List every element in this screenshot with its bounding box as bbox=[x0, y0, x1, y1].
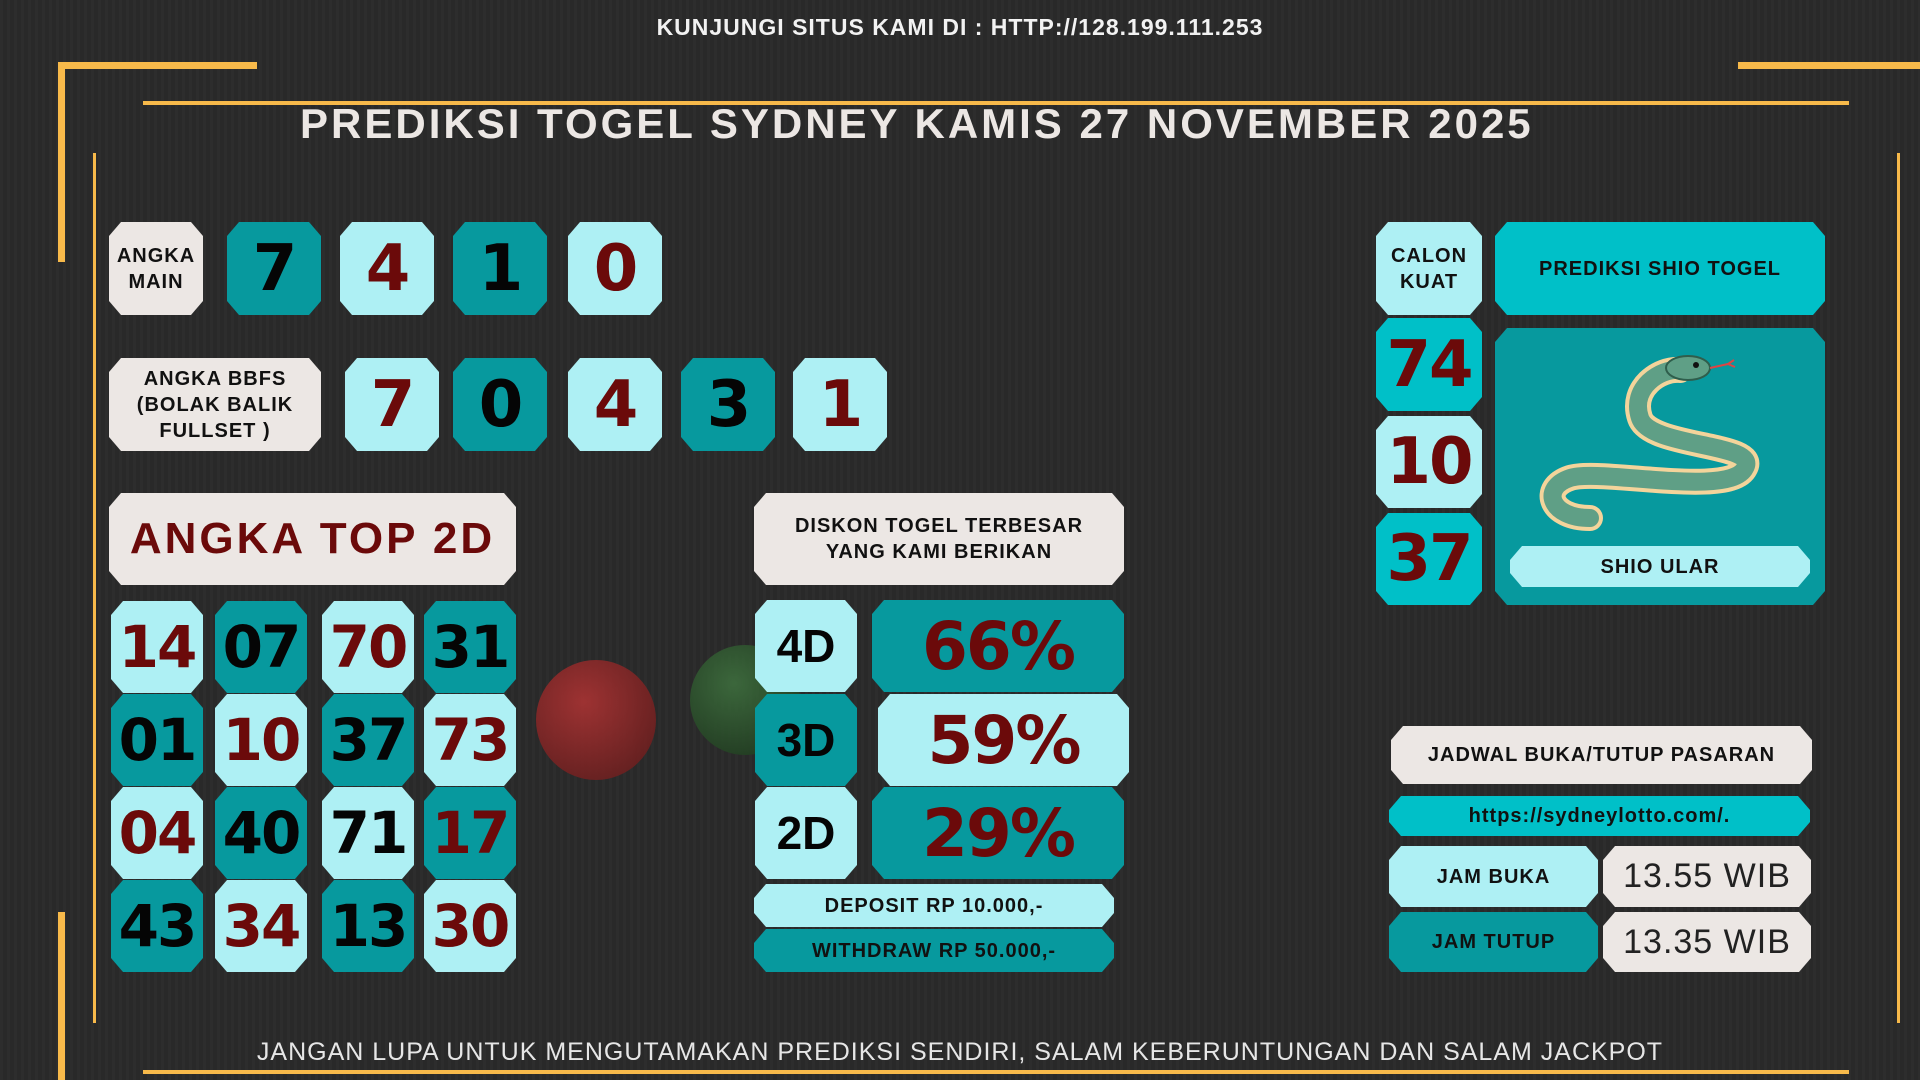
top-2d-number: 17 bbox=[424, 787, 516, 879]
frame-top-left-v bbox=[58, 62, 65, 262]
visit-site-text: KUNJUNGI SITUS KAMI DI : HTTP://128.199.… bbox=[656, 14, 1264, 40]
top-2d-number: 34 bbox=[215, 880, 307, 972]
frame-right-thin bbox=[1897, 153, 1900, 1023]
jadwal-label: JADWAL BUKA/TUTUP PASARAN bbox=[1391, 726, 1812, 784]
angka-main-number: 4 bbox=[340, 222, 434, 315]
top-2d-label: ANGKA TOP 2D bbox=[109, 493, 516, 585]
calon-kuat-number: 10 bbox=[1376, 416, 1482, 508]
snake-icon bbox=[1530, 348, 1790, 538]
jam-buka-label: JAM BUKA bbox=[1389, 846, 1598, 907]
top-2d-number: 73 bbox=[424, 694, 516, 786]
diskon-type-2d: 2D bbox=[755, 787, 857, 879]
jam-tutup-value: 13.35 WIB bbox=[1603, 912, 1811, 972]
bbfs-number: 1 bbox=[793, 358, 887, 451]
bbfs-number: 3 bbox=[681, 358, 775, 451]
bbfs-number: 4 bbox=[568, 358, 662, 451]
diskon-value-3d: 59% bbox=[878, 694, 1129, 786]
frame-top-right-h bbox=[1738, 62, 1920, 69]
diskon-type-4d: 4D bbox=[755, 600, 857, 692]
prediksi-shio-label: PREDIKSI SHIO TOGEL bbox=[1495, 222, 1825, 315]
jam-buka-value: 13.55 WIB bbox=[1603, 846, 1811, 907]
top-2d-number: 31 bbox=[424, 601, 516, 693]
top-2d-number: 04 bbox=[111, 787, 203, 879]
bbfs-number: 0 bbox=[453, 358, 547, 451]
top-2d-number: 71 bbox=[322, 787, 414, 879]
footer-text: JANGAN LUPA UNTUK MENGUTAMAKAN PREDIKSI … bbox=[256, 1038, 1664, 1066]
calon-kuat-number: 74 bbox=[1376, 318, 1482, 411]
frame-left-thin bbox=[93, 153, 96, 1023]
frame-bottom-left-v bbox=[58, 912, 65, 1080]
angka-main-label: ANGKA MAIN bbox=[109, 222, 203, 315]
page-title: PREDIKSI TOGEL SYDNEY KAMIS 27 NOVEMBER … bbox=[300, 100, 1534, 147]
bbfs-label: ANGKA BBFS (BOLAK BALIK FULLSET ) bbox=[109, 358, 321, 451]
top-2d-number: 07 bbox=[215, 601, 307, 693]
diskon-type-3d: 3D bbox=[755, 694, 857, 786]
diskon-value-2d: 29% bbox=[872, 787, 1124, 879]
jam-tutup-label: JAM TUTUP bbox=[1389, 912, 1598, 972]
frame-bottom-line bbox=[143, 1070, 1849, 1074]
top-2d-number: 01 bbox=[111, 694, 203, 786]
angka-main-number: 0 bbox=[568, 222, 662, 315]
top-2d-number: 10 bbox=[215, 694, 307, 786]
calon-kuat-label: CALON KUAT bbox=[1376, 222, 1482, 315]
deposit-info: DEPOSIT RP 10.000,- bbox=[754, 884, 1114, 927]
billiard-ball-red-icon bbox=[536, 660, 656, 780]
top-2d-number: 37 bbox=[322, 694, 414, 786]
withdraw-info: WITHDRAW RP 50.000,- bbox=[754, 929, 1114, 972]
diskon-label: DISKON TOGEL TERBESAR YANG KAMI BERIKAN bbox=[754, 493, 1124, 585]
top-2d-number: 70 bbox=[322, 601, 414, 693]
top-2d-number: 30 bbox=[424, 880, 516, 972]
shio-name: SHIO ULAR bbox=[1510, 546, 1810, 587]
diskon-value-4d: 66% bbox=[872, 600, 1124, 692]
top-2d-number: 40 bbox=[215, 787, 307, 879]
top-2d-number: 14 bbox=[111, 601, 203, 693]
angka-main-number: 1 bbox=[453, 222, 547, 315]
frame-top-left-h bbox=[58, 62, 257, 69]
bbfs-number: 7 bbox=[345, 358, 439, 451]
sydneylotto-link[interactable]: https://sydneylotto.com/. bbox=[1389, 796, 1810, 836]
frame-top-line bbox=[143, 101, 1849, 105]
top-2d-number: 43 bbox=[111, 880, 203, 972]
calon-kuat-number: 37 bbox=[1376, 513, 1482, 605]
top-2d-number: 13 bbox=[322, 880, 414, 972]
angka-main-number: 7 bbox=[227, 222, 321, 315]
watermark-text bbox=[1140, 570, 1220, 837]
